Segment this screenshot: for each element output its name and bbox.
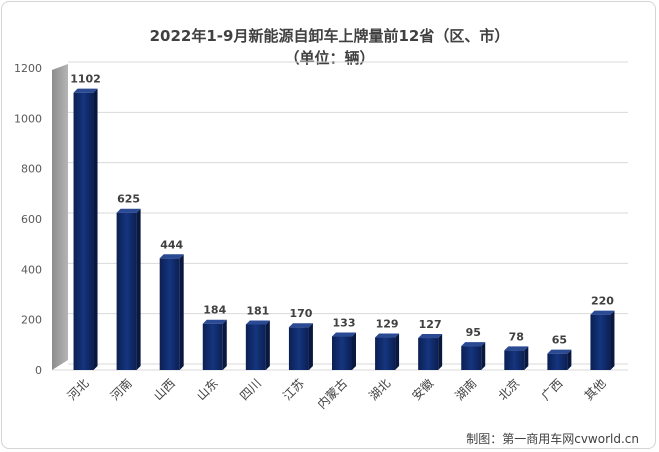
- y-tick-label: 0: [35, 364, 42, 377]
- bar-山西: [159, 254, 184, 370]
- x-tick-label: 湖南: [452, 376, 480, 404]
- bar-top: [332, 332, 356, 337]
- y-tick-label: 200: [21, 314, 42, 327]
- bar-广西: [547, 349, 572, 370]
- bar-北京: [504, 346, 529, 370]
- bar-front: [547, 353, 568, 370]
- bar-top: [116, 208, 141, 213]
- x-tick-label: 山西: [151, 376, 178, 403]
- x-tick-label: 河北: [65, 376, 92, 403]
- x-tick-label: 其他: [582, 376, 609, 403]
- bar-side: [179, 254, 184, 370]
- bar-四川: [245, 320, 270, 370]
- data-label: 133: [333, 317, 356, 330]
- bar-front: [504, 350, 525, 370]
- data-labels: 1102 625 444 184 181 170 133 129 127 95 78 65 220: [70, 73, 614, 347]
- x-tick-label: 北京: [496, 376, 523, 403]
- bar-安徽: [418, 334, 443, 370]
- data-label: 127: [419, 318, 442, 331]
- bar-front: [332, 336, 352, 370]
- data-label: 625: [117, 193, 140, 206]
- x-tick-label: 山东: [194, 376, 221, 403]
- bar-江苏: [288, 323, 313, 370]
- data-label: 1102: [70, 73, 101, 86]
- chart-credit: 制图：第一商用车网cvworld.cn: [466, 432, 639, 446]
- bar-top: [504, 346, 529, 351]
- bar-top: [418, 334, 443, 339]
- bar-front: [73, 92, 94, 370]
- data-label: 184: [203, 304, 226, 317]
- x-tick-label: 江苏: [280, 376, 307, 403]
- x-axis-labels: 河北 河南 山西 山东 四川 江苏 内蒙古 湖北 安徽 湖南 北京 广西 其他: [65, 376, 609, 412]
- y-tick-label: 800: [21, 163, 42, 176]
- bar-side: [481, 342, 486, 370]
- x-tick-label: 河南: [107, 376, 135, 404]
- bar-side: [610, 310, 615, 370]
- bar-其他: [590, 310, 615, 370]
- y-axis-ticks: 0 200 400 600 800 1000 1200: [14, 62, 42, 377]
- bar-山东: [202, 319, 227, 370]
- bar-top: [288, 323, 313, 328]
- bar-side: [308, 323, 313, 370]
- bar-湖北: [375, 333, 400, 370]
- x-tick-label: 湖北: [366, 376, 394, 404]
- bar-front: [590, 314, 611, 370]
- bar-top: [375, 333, 400, 338]
- data-label: 95: [466, 326, 481, 339]
- bar-side: [265, 320, 270, 370]
- bar-top: [547, 349, 572, 354]
- y-tick-label: 400: [21, 263, 42, 276]
- bar-side: [567, 349, 572, 370]
- bar-side: [438, 334, 443, 370]
- bar-top: [590, 310, 615, 315]
- bar-top: [202, 319, 227, 324]
- axis-wall: [52, 64, 68, 370]
- bar-front: [288, 327, 309, 370]
- bar-front: [461, 346, 482, 370]
- data-label: 220: [591, 295, 614, 308]
- data-label: 444: [160, 238, 183, 251]
- bar-front: [245, 324, 266, 370]
- bar-front: [375, 337, 396, 370]
- x-tick-label: 四川: [237, 376, 264, 403]
- data-label: 129: [376, 318, 399, 331]
- data-label: 181: [246, 304, 269, 317]
- bar-top: [73, 88, 98, 93]
- bar-河南: [116, 208, 141, 370]
- y-tick-label: 1200: [14, 62, 42, 75]
- bar-side: [524, 346, 529, 370]
- bar-河北: [73, 88, 98, 370]
- bar-湖南: [461, 342, 486, 370]
- left-wall: [52, 64, 68, 370]
- x-tick-label: 内蒙古: [314, 376, 350, 412]
- bar-side: [222, 319, 227, 370]
- data-label: 65: [552, 334, 567, 347]
- bar-side: [352, 332, 356, 370]
- data-label: 170: [289, 307, 312, 320]
- bar-side: [395, 333, 400, 370]
- bar-side: [93, 88, 98, 370]
- bar-front: [159, 258, 180, 370]
- bar-front: [202, 323, 223, 370]
- bar-side: [136, 208, 141, 370]
- y-tick-label: 600: [21, 213, 42, 226]
- bar-front: [418, 338, 439, 370]
- y-tick-label: 1000: [14, 112, 42, 125]
- bar-top: [159, 254, 184, 259]
- bar-front: [116, 212, 137, 370]
- x-tick-label: 安徽: [409, 376, 437, 404]
- chart-title: 2022年1-9月新能源自卸车上牌量前12省（区、市）: [149, 27, 510, 45]
- bars: [73, 88, 615, 370]
- bar-top: [461, 342, 486, 347]
- bar-top: [245, 320, 270, 325]
- data-label: 78: [509, 330, 524, 343]
- bar-内蒙古: [332, 332, 356, 370]
- x-tick-label: 广西: [539, 376, 566, 403]
